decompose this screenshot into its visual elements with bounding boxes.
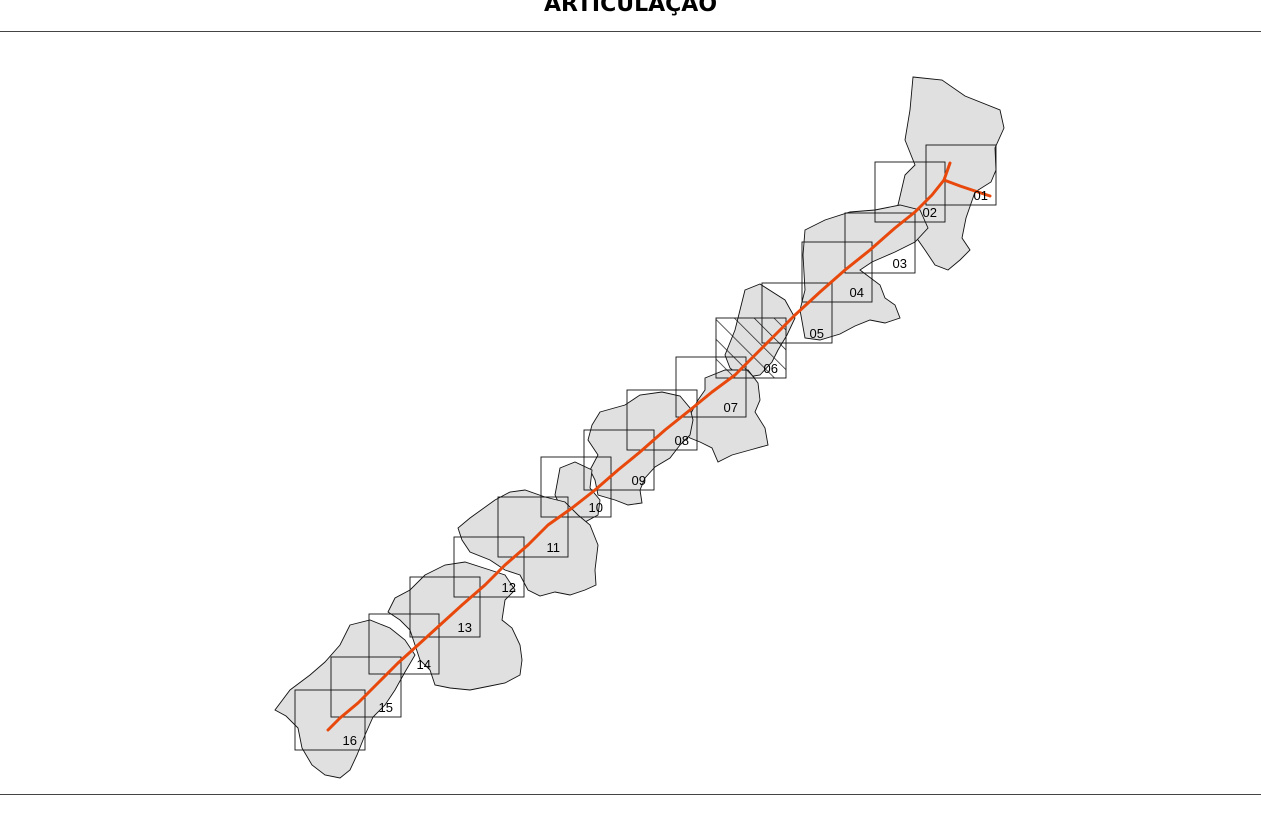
sheet-label-01: 01 [974, 188, 988, 203]
sheet-label-06: 06 [764, 361, 778, 376]
sheet-frame-06[interactable] [715, 317, 787, 379]
sheet-label-14: 14 [417, 657, 431, 672]
sheet-label-07: 07 [724, 400, 738, 415]
sheet-frame-09[interactable] [583, 429, 655, 491]
municipality-polygon [799, 204, 929, 341]
sheet-label-12: 12 [502, 580, 516, 595]
sheet-label-02: 02 [923, 205, 937, 220]
sheet-frame-14[interactable] [368, 613, 440, 675]
sheet-frame-16[interactable] [294, 689, 366, 751]
sheet-label-10: 10 [589, 500, 603, 515]
sheet-label-04: 04 [850, 285, 864, 300]
sheet-label-11: 11 [547, 540, 561, 555]
sheet-label-13: 13 [458, 620, 472, 635]
municipality-polygon [274, 619, 416, 779]
route-line [326, 161, 992, 732]
sheet-frame-07[interactable] [675, 356, 747, 418]
sheet-frame-12[interactable] [453, 536, 525, 598]
sheet-frame-10[interactable] [540, 456, 612, 518]
sheet-frame-02[interactable] [874, 161, 946, 223]
sheet-label-16: 16 [343, 733, 357, 748]
sheet-frame-13[interactable] [409, 576, 481, 638]
page-title: ARTICULAÇÃO [543, 0, 718, 17]
municipality-boundaries [274, 76, 1005, 779]
sheet-frame-05[interactable] [761, 282, 833, 344]
sheet-label-15: 15 [379, 700, 393, 715]
sheet-frames [294, 144, 997, 751]
sheet-frame-08[interactable] [626, 389, 698, 451]
municipality-polygon [387, 561, 523, 691]
top-divider [0, 31, 1261, 32]
sheet-labels: 01 02 03 04 05 06 07 08 09 10 11 12 13 14 15 16 [343, 188, 988, 748]
sheet-label-03: 03 [893, 256, 907, 271]
sheet-frame-15[interactable] [330, 656, 402, 718]
sheet-frame-03[interactable] [844, 212, 916, 274]
sheet-frame-01[interactable] [925, 144, 997, 206]
municipality-polygon [587, 391, 694, 506]
sheet-label-08: 08 [675, 433, 689, 448]
sheet-label-05: 05 [810, 326, 824, 341]
sheet-frame-11[interactable] [497, 496, 569, 558]
bottom-divider [0, 794, 1261, 795]
sheet-label-09: 09 [632, 473, 646, 488]
sheet-frame-04[interactable] [801, 241, 873, 303]
